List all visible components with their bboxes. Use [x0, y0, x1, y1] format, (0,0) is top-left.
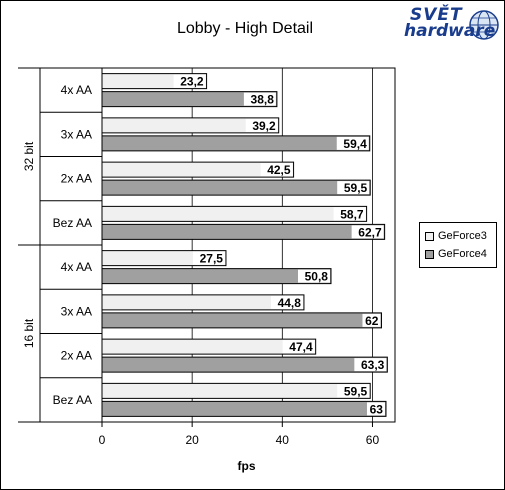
- x-tick-label: 40: [276, 433, 290, 447]
- data-label: 50,8: [305, 270, 329, 284]
- data-label-bg: [243, 92, 276, 106]
- legend-item-geforce4: GeForce4: [425, 248, 487, 260]
- data-label: 63: [370, 402, 384, 416]
- data-label-bg: [282, 340, 315, 354]
- x-tick-label: 60: [366, 433, 380, 447]
- data-label: 44,8: [278, 296, 302, 310]
- x-tick-label: 20: [185, 433, 199, 447]
- category-label: 4x AA: [61, 83, 92, 97]
- bar-geforce3: [101, 382, 371, 399]
- data-label: 42,5: [267, 163, 291, 177]
- data-label: 27,5: [200, 252, 224, 266]
- data-label: 58,7: [340, 207, 364, 221]
- data-label-bg: [366, 402, 385, 416]
- data-label-bg: [297, 269, 330, 283]
- category-label: 2x AA: [61, 172, 92, 186]
- bar-geforce3: [101, 117, 280, 134]
- x-axis-label: fps: [238, 459, 256, 473]
- legend-item-geforce3: GeForce3: [425, 230, 487, 242]
- data-label: 62,7: [358, 225, 382, 239]
- svet-hardware-logo: SVĚT hardware: [402, 3, 502, 51]
- data-label: 59,4: [343, 137, 367, 151]
- bar-geforce4: [101, 135, 371, 152]
- data-label-bg: [354, 358, 387, 372]
- legend-swatch-geforce4: [425, 249, 434, 259]
- data-label-bg: [337, 384, 370, 398]
- legend-swatch-geforce3: [425, 231, 434, 241]
- data-label: 47,4: [289, 340, 313, 354]
- chart-title: Lobby - High Detail: [176, 20, 314, 37]
- data-label-bg: [245, 118, 278, 132]
- data-label: 59,5: [344, 181, 368, 195]
- data-label: 59,5: [344, 384, 368, 398]
- data-label-bg: [270, 295, 303, 309]
- bar-geforce4: [101, 400, 387, 417]
- bar-geforce3: [101, 161, 295, 178]
- bar-geforce3: [101, 338, 317, 355]
- bar-geforce4: [101, 356, 388, 373]
- data-label: 62: [365, 314, 379, 328]
- data-label: 38,8: [251, 93, 275, 107]
- category-label: 3x AA: [61, 304, 92, 318]
- data-label-bg: [351, 225, 384, 239]
- bar-geforce4: [101, 312, 382, 329]
- logo-line1: SVĚT: [410, 5, 463, 25]
- data-label: 63,3: [361, 358, 385, 372]
- data-label: 23,2: [180, 75, 204, 89]
- category-label: 3x AA: [61, 127, 92, 141]
- bar-geforce4: [101, 268, 332, 285]
- legend-label-geforce4: GeForce4: [438, 248, 487, 260]
- data-label-bg: [336, 136, 369, 150]
- data-label: 39,2: [252, 119, 276, 133]
- chart-legend: GeForce3 GeForce4: [419, 222, 497, 268]
- x-tick-label: 0: [99, 433, 106, 447]
- data-label-bg: [337, 181, 370, 195]
- logo-line2: hardware: [404, 21, 496, 41]
- category-label: Bez AA: [53, 393, 92, 407]
- category-label: 2x AA: [61, 349, 92, 363]
- group-label: 32 bit: [22, 141, 36, 171]
- bar-geforce3: [101, 205, 368, 222]
- data-label-bg: [333, 207, 366, 221]
- category-label: Bez AA: [53, 216, 92, 230]
- group-label: 16 bit: [22, 318, 36, 348]
- bar-geforce3: [101, 294, 305, 311]
- data-label-bg: [173, 74, 206, 88]
- bar-geforce4: [101, 223, 386, 240]
- bar-geforce4: [101, 179, 371, 196]
- data-label-bg: [260, 163, 293, 177]
- legend-label-geforce3: GeForce3: [438, 230, 487, 242]
- data-label-bg: [362, 313, 381, 327]
- category-label: 4x AA: [61, 260, 92, 274]
- data-label-bg: [192, 251, 225, 265]
- bar-geforce4: [101, 91, 278, 108]
